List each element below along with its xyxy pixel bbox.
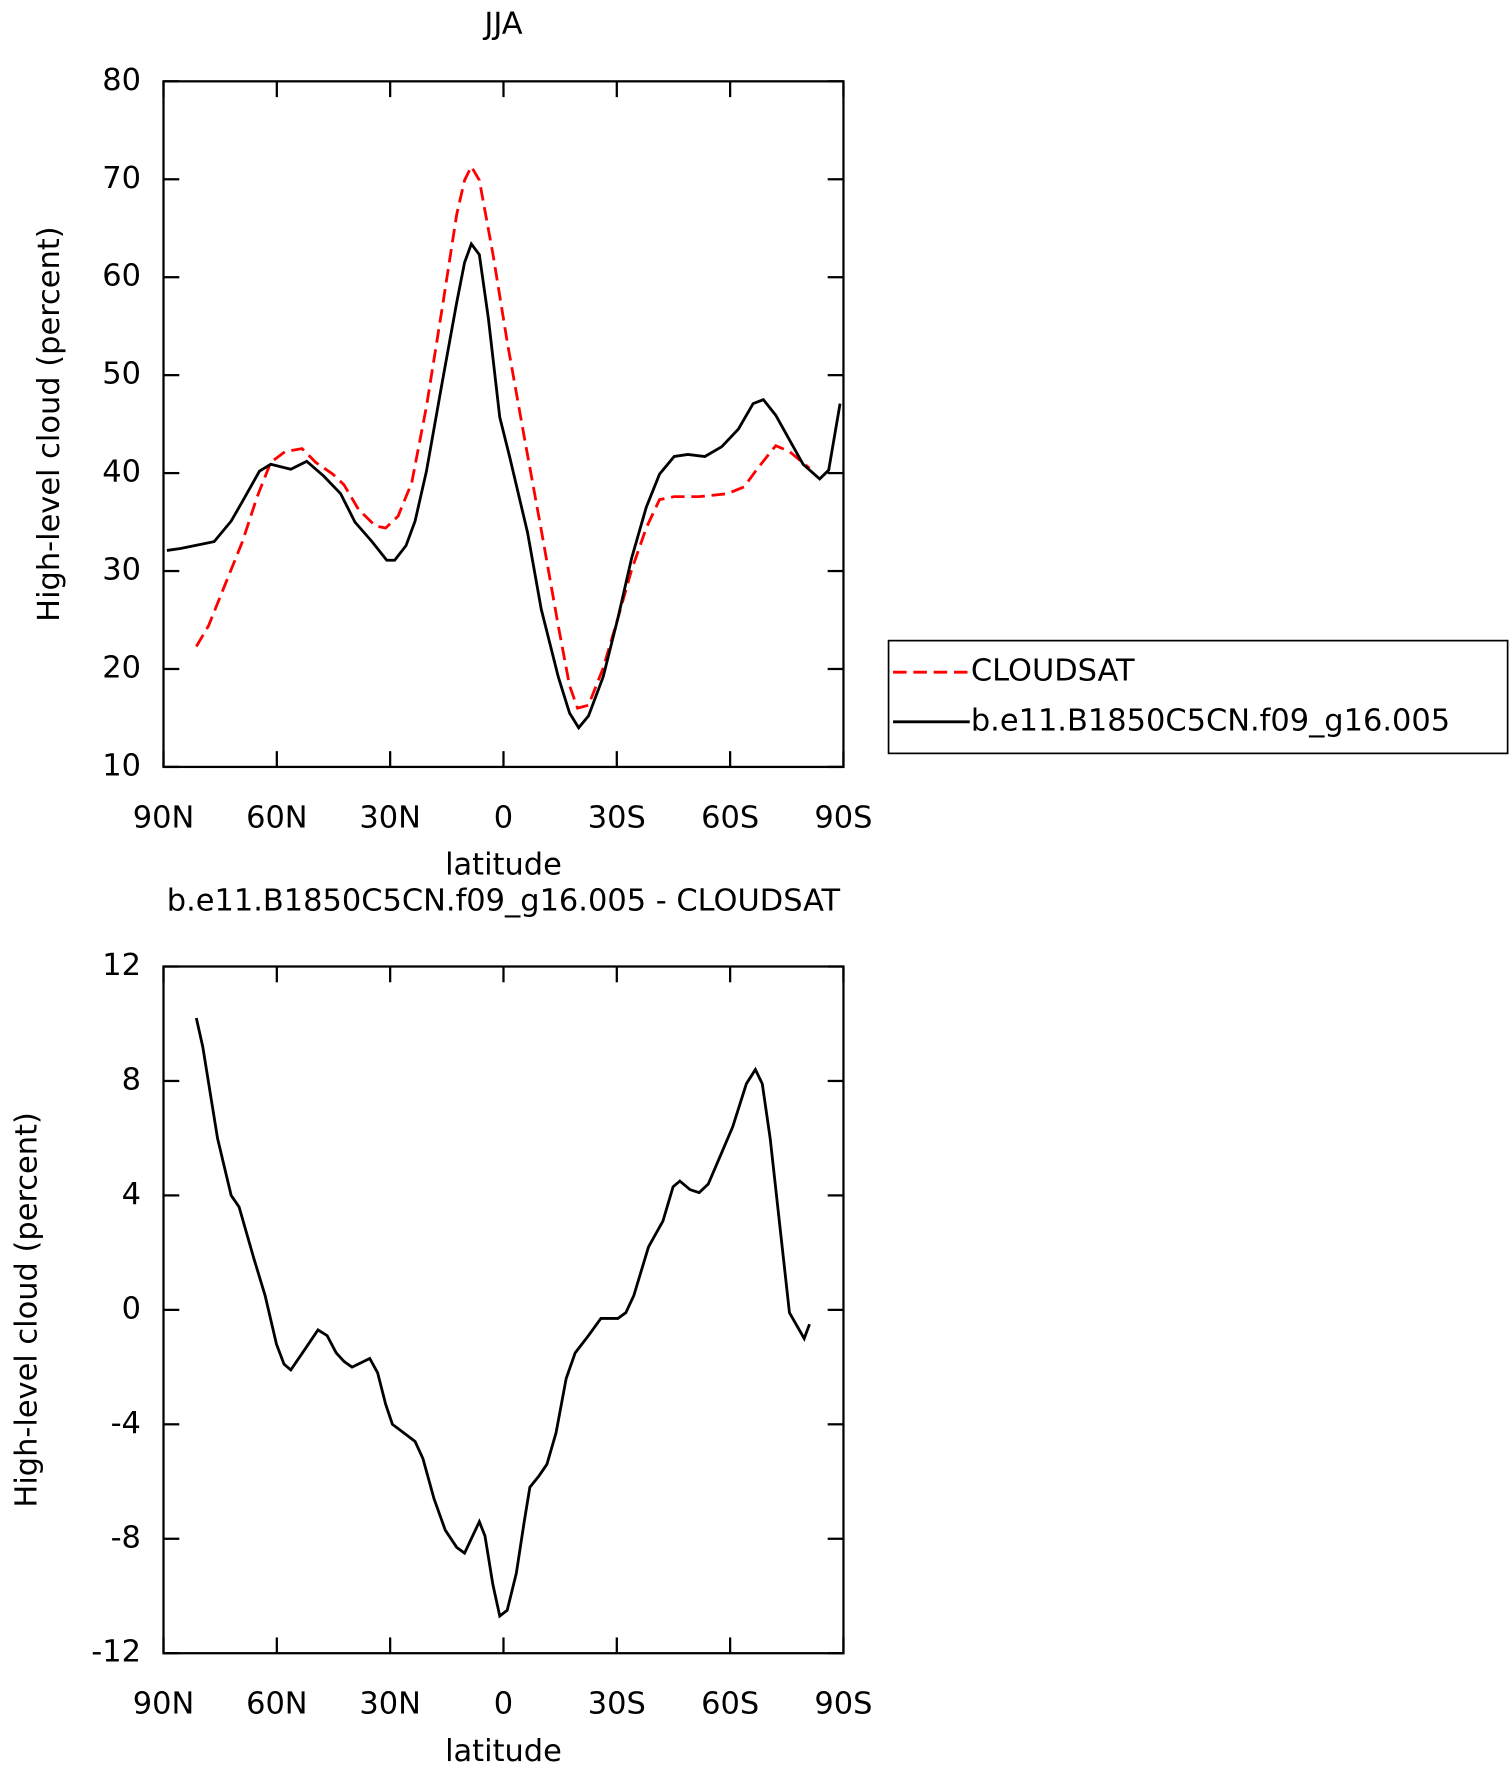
- y-tick-label: 0: [122, 1291, 141, 1326]
- x-tick-label: 90S: [814, 800, 872, 835]
- x-tick-label: 30N: [359, 800, 421, 835]
- legend-label: b.e11.B1850C5CN.f09_g16.005: [971, 703, 1450, 738]
- x-tick-label: 0: [494, 1687, 513, 1722]
- y-tick-label: 4: [122, 1177, 141, 1212]
- x-tick-label: 60N: [246, 1687, 307, 1722]
- y-tick-label: 10: [102, 748, 141, 783]
- x-tick-label: 90N: [133, 800, 195, 835]
- x-tick-label: 90N: [133, 1687, 195, 1722]
- chart-title: JJA: [482, 6, 522, 41]
- x-axis-label: latitude: [445, 1734, 562, 1765]
- y-axis-label: High-level cloud (percent): [10, 1112, 45, 1507]
- plot-frame: [162, 965, 845, 1655]
- y-tick-label: 30: [102, 553, 141, 588]
- legend-box: [887, 639, 1509, 755]
- data-line: [194, 1017, 811, 1619]
- y-tick-label: 70: [102, 161, 141, 196]
- y-tick-label: 8: [122, 1062, 141, 1097]
- x-tick-label: 60S: [701, 800, 759, 835]
- y-tick-label: -12: [91, 1635, 141, 1670]
- y-tick-label: -8: [111, 1520, 141, 1555]
- y-axis-label: High-level cloud (percent): [32, 226, 67, 621]
- x-axis-label: latitude: [445, 848, 562, 883]
- legend-label: CLOUDSAT: [971, 654, 1135, 689]
- data-line: [166, 240, 842, 731]
- y-tick-label: 80: [102, 63, 141, 98]
- y-tick-label: 12: [102, 948, 141, 983]
- x-tick-label: 30S: [588, 1687, 646, 1722]
- y-tick-label: 60: [102, 259, 141, 294]
- x-tick-label: 90S: [814, 1687, 872, 1722]
- y-tick-label: 50: [102, 357, 141, 392]
- y-tick-label: -4: [111, 1406, 141, 1441]
- chart-title: b.e11.B1850C5CN.f09_g16.005 - CLOUDSAT: [167, 884, 841, 919]
- x-tick-label: 0: [494, 800, 513, 835]
- x-tick-label: 60S: [701, 1687, 759, 1722]
- y-tick-label: 20: [102, 650, 141, 685]
- y-tick-label: 40: [102, 455, 141, 490]
- x-tick-label: 60N: [246, 800, 307, 835]
- plot-frame: [162, 80, 845, 769]
- x-tick-label: 30S: [588, 800, 646, 835]
- data-line: [195, 163, 811, 710]
- x-tick-label: 30N: [359, 1687, 421, 1722]
